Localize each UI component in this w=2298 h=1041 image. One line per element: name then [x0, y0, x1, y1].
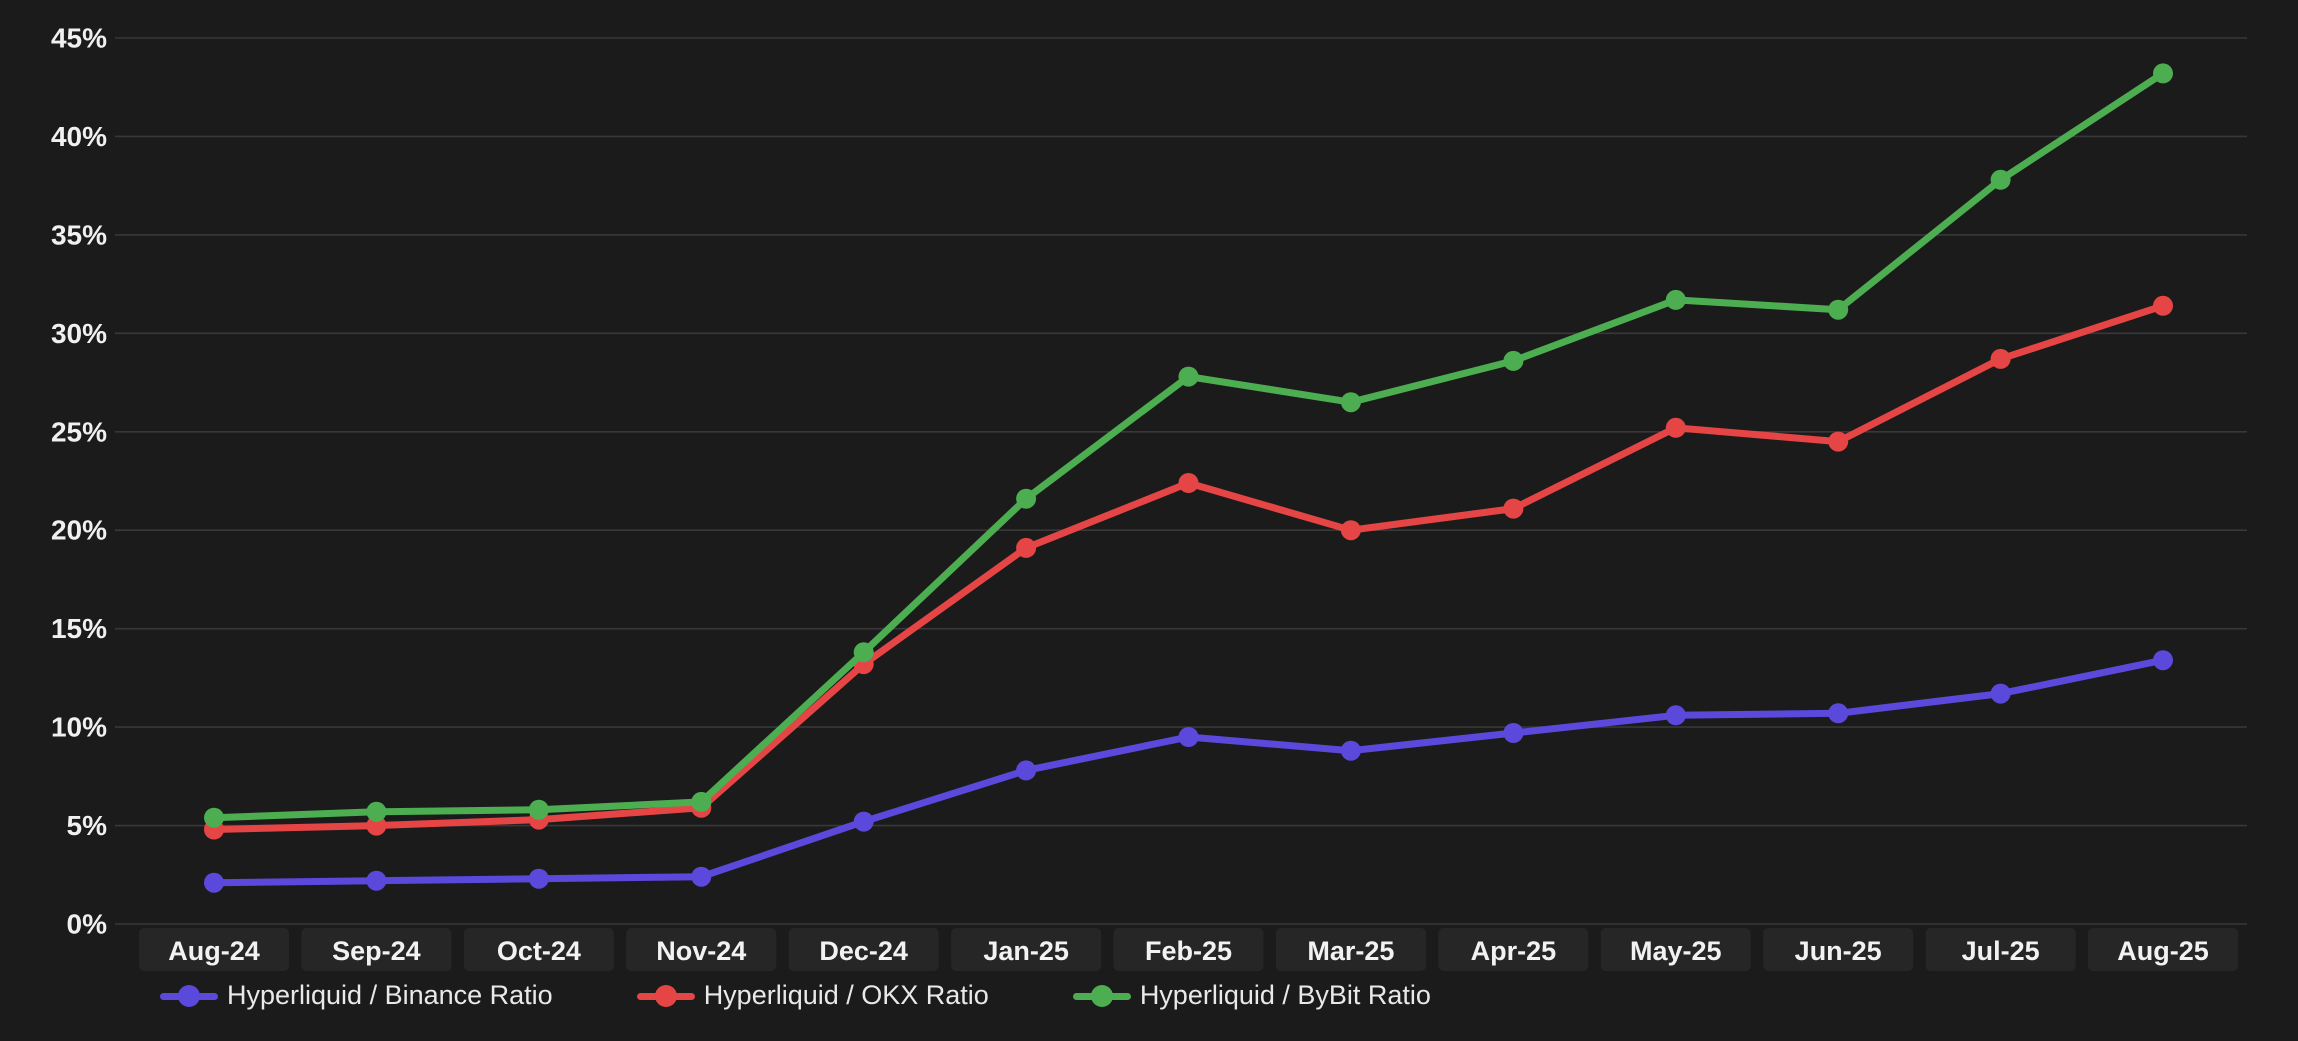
legend-label-okx: Hyperliquid / OKX Ratio: [703, 980, 989, 1010]
point-hyperliquid-bybit-ratio-jun-25: [1828, 299, 1849, 320]
x-axis-cell-oct-24: [463, 928, 614, 971]
point-hyperliquid-okx-ratio-jul-25: [1990, 348, 2011, 369]
point-hyperliquid-binance-ratio-jan-25: [1016, 760, 1037, 781]
point-hyperliquid-okx-ratio-aug-25: [2153, 295, 2173, 316]
x-axis-cell-jan-25: [951, 928, 1102, 971]
point-hyperliquid-bybit-ratio-jul-25: [1990, 169, 2011, 190]
x-axis-tick-may-25: May-25: [1630, 936, 1722, 966]
point-hyperliquid-binance-ratio-oct-24: [528, 868, 549, 889]
x-axis-tick-jun-25: Jun-25: [1795, 936, 1882, 966]
x-axis-cell-feb-25: [1113, 928, 1264, 971]
chart-legend: Hyperliquid / Binance Ratio Hyperliquid …: [160, 980, 1431, 1011]
x-axis-cell-apr-25: [1438, 928, 1589, 971]
point-hyperliquid-bybit-ratio-aug-24: [204, 807, 224, 828]
y-axis-tick-45: 45%: [51, 23, 107, 54]
x-axis-cell-nov-24: [626, 928, 777, 971]
point-hyperliquid-binance-ratio-aug-24: [204, 872, 224, 893]
point-hyperliquid-binance-ratio-dec-24: [853, 811, 874, 832]
point-hyperliquid-binance-ratio-jul-25: [1990, 683, 2011, 704]
line-hyperliquid-binance-ratio: [210, 656, 2167, 887]
binance-series-marker-icon: [160, 984, 218, 1008]
x-axis-tick-mar-25: Mar-25: [1307, 936, 1394, 966]
point-hyperliquid-binance-ratio-sep-24: [366, 870, 387, 891]
point-hyperliquid-okx-ratio-may-25: [1665, 417, 1686, 438]
point-hyperliquid-okx-ratio-mar-25: [1340, 520, 1361, 541]
y-axis-tick-10: 10%: [51, 712, 107, 743]
x-axis-cell-aug-24: [139, 928, 289, 971]
legend-label-bybit: Hyperliquid / ByBit Ratio: [1139, 980, 1431, 1010]
x-axis-tick-aug-24: Aug-24: [168, 936, 260, 966]
point-hyperliquid-okx-ratio-jan-25: [1016, 537, 1037, 558]
y-axis-tick-0: 0%: [67, 909, 108, 940]
point-hyperliquid-binance-ratio-apr-25: [1503, 723, 1524, 743]
point-hyperliquid-bybit-ratio-jan-25: [1016, 488, 1037, 509]
point-hyperliquid-binance-ratio-feb-25: [1178, 727, 1199, 747]
x-axis-cell-mar-25: [1275, 928, 1426, 971]
y-axis-tick-30: 30%: [51, 318, 107, 349]
bybit-series-marker-icon: [1072, 984, 1131, 1008]
y-axis-tick-5: 5%: [67, 810, 108, 841]
x-axis-tick-apr-25: Apr-25: [1471, 936, 1557, 966]
point-hyperliquid-binance-ratio-jun-25: [1828, 703, 1849, 724]
point-hyperliquid-okx-ratio-feb-25: [1178, 473, 1199, 493]
y-axis-tick-25: 25%: [51, 416, 107, 447]
point-hyperliquid-binance-ratio-may-25: [1665, 705, 1686, 726]
point-hyperliquid-binance-ratio-nov-24: [691, 866, 712, 887]
point-hyperliquid-okx-ratio-sep-24: [366, 815, 387, 836]
okx-series-marker-icon: [636, 984, 695, 1008]
point-hyperliquid-bybit-ratio-may-25: [1665, 289, 1686, 310]
legend-item-hyperliquid-bybit-ratio[interactable]: Hyperliquid / ByBit Ratio: [1072, 980, 1431, 1011]
x-axis-cell-sep-24: [301, 928, 452, 971]
point-hyperliquid-bybit-ratio-apr-25: [1503, 350, 1524, 371]
x-axis-cell-jul-25: [1925, 928, 2076, 971]
x-axis-cell-dec-24: [788, 928, 939, 971]
legend-label-binance: Hyperliquid / Binance Ratio: [227, 980, 553, 1010]
point-hyperliquid-bybit-ratio-aug-25: [2153, 63, 2173, 84]
x-axis-tick-feb-25: Feb-25: [1145, 936, 1232, 966]
x-axis-tick-jan-25: Jan-25: [983, 936, 1069, 966]
point-hyperliquid-okx-ratio-jun-25: [1828, 431, 1849, 452]
point-hyperliquid-binance-ratio-mar-25: [1340, 740, 1361, 761]
legend-item-hyperliquid-okx-ratio[interactable]: Hyperliquid / OKX Ratio: [636, 980, 989, 1011]
legend-item-hyperliquid-binance-ratio[interactable]: Hyperliquid / Binance Ratio: [160, 980, 553, 1011]
point-hyperliquid-bybit-ratio-oct-24: [528, 799, 549, 820]
point-hyperliquid-bybit-ratio-nov-24: [691, 791, 712, 812]
y-axis-tick-40: 40%: [51, 121, 107, 152]
x-axis-tick-nov-24: Nov-24: [656, 936, 746, 966]
point-hyperliquid-bybit-ratio-dec-24: [853, 642, 874, 663]
point-hyperliquid-bybit-ratio-sep-24: [366, 801, 387, 822]
x-axis-tick-aug-25: Aug-25: [2117, 936, 2209, 966]
x-axis-tick-oct-24: Oct-24: [497, 936, 581, 966]
x-axis-cell-aug-25: [2088, 928, 2239, 971]
x-axis-cell-jun-25: [1763, 928, 1914, 971]
x-axis-tick-sep-24: Sep-24: [332, 936, 421, 966]
x-axis-cell-may-25: [1600, 928, 1751, 971]
point-hyperliquid-bybit-ratio-mar-25: [1340, 392, 1361, 413]
y-axis-tick-20: 20%: [51, 515, 107, 546]
y-axis-tick-15: 15%: [51, 613, 107, 644]
y-axis-tick-35: 35%: [51, 219, 107, 250]
point-hyperliquid-bybit-ratio-feb-25: [1178, 366, 1199, 387]
x-axis-tick-jul-25: Jul-25: [1962, 936, 2040, 966]
x-axis-tick-dec-24: Dec-24: [819, 936, 908, 966]
point-hyperliquid-binance-ratio-aug-25: [2153, 650, 2173, 671]
point-hyperliquid-okx-ratio-apr-25: [1503, 498, 1524, 519]
